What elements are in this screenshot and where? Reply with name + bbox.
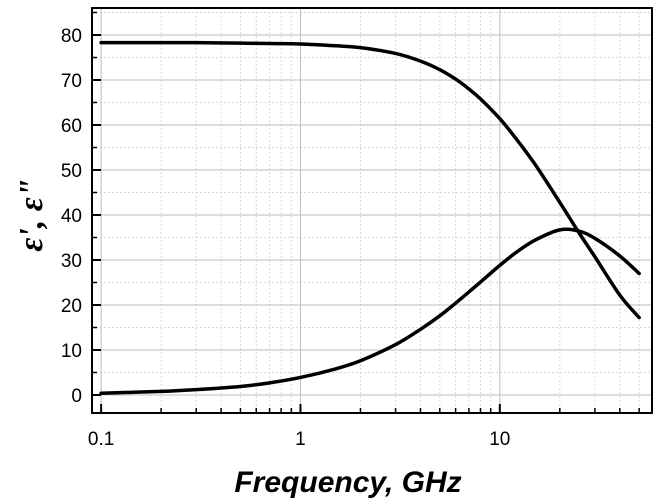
y-tick-label: 60 (61, 116, 82, 137)
y-tick-label: 20 (61, 296, 82, 317)
y-tick-label: 70 (61, 71, 82, 92)
x-tick-label: 0.1 (88, 429, 114, 450)
y-tick-label: 40 (61, 206, 82, 227)
y-tick-label: 80 (61, 26, 82, 47)
series-line-2 (99, 227, 641, 395)
y-tick-label: 0 (71, 386, 82, 407)
y-tick-label: 50 (61, 161, 82, 182)
grid (92, 8, 652, 413)
series-line-1 (99, 40, 641, 320)
x-axis-label: Frequency, GHz (234, 466, 461, 499)
ticks: 0.1 1 10 0 10 20 30 40 50 60 70 80 (61, 11, 640, 450)
y-tick-label: 10 (61, 341, 82, 362)
y-tick-label: 30 (61, 251, 82, 272)
plot-frame (91, 7, 653, 414)
x-tick-label: 10 (489, 429, 510, 450)
series-group (99, 40, 641, 395)
x-tick-label: 1 (295, 429, 306, 450)
y-axis-label: ε', ε" (13, 178, 50, 251)
